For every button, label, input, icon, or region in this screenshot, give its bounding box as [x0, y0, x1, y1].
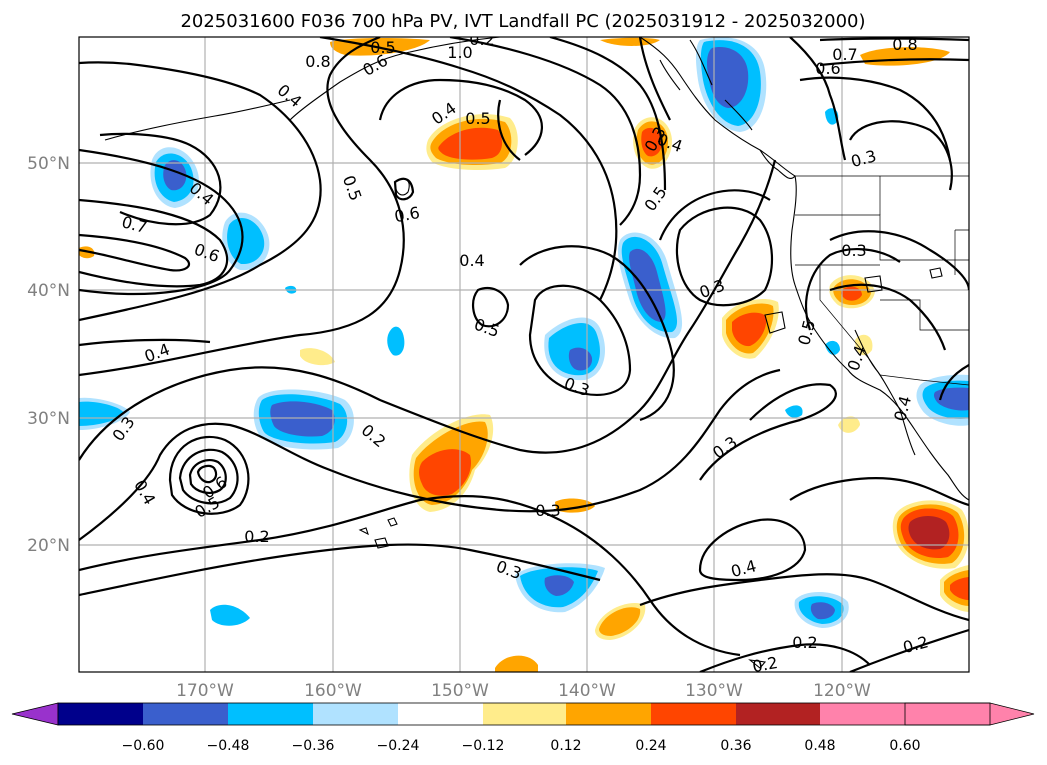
contour-label: 0.5: [465, 109, 490, 128]
lon-label: 170°W: [176, 681, 234, 701]
colorbar-segment: [228, 703, 313, 725]
colorbar-segment: [58, 703, 143, 725]
lat-label: 30°N: [27, 409, 70, 429]
negative-anomaly-blob: [253, 389, 354, 450]
contour-label: 0.5: [370, 38, 395, 57]
lat-label: 40°N: [27, 281, 70, 301]
colorbar-tick-label: −0.60: [122, 738, 165, 754]
lon-label: 130°W: [685, 681, 743, 701]
negative-anomaly-blob: [785, 405, 803, 418]
lon-label: 120°W: [813, 681, 871, 701]
contour-label: 0.2: [751, 653, 779, 676]
coastlines: [104, 37, 969, 669]
map-frame: [78, 36, 970, 673]
colorbar-segment: [736, 703, 820, 725]
contour-label: 1.0: [447, 43, 472, 62]
colorbar-extend-high: [904, 702, 1035, 726]
negative-anomaly-blob: [916, 374, 969, 426]
contour-label: 0.2: [244, 527, 269, 546]
lat-label: 50°N: [27, 154, 70, 174]
negative-anomaly-blob: [617, 232, 683, 339]
pv-shading: [79, 37, 969, 672]
positive-anomaly-blob: [495, 655, 538, 672]
contour-label: 0.4: [459, 251, 484, 270]
latitude-labels: 50°N 40°N 30°N 20°N: [27, 154, 70, 556]
colorbar-tick-label: 0.12: [550, 738, 581, 754]
contour-label: 0.3: [535, 501, 560, 520]
contour-label: 0.2: [792, 633, 817, 652]
contour-label: 0.7: [832, 45, 857, 64]
positive-anomaly-blob: [940, 565, 969, 612]
negative-anomaly-blob: [825, 340, 840, 355]
lon-label: 150°W: [431, 681, 489, 701]
contour-label: 0.6: [393, 203, 421, 226]
contour-label: 0.6: [815, 59, 840, 78]
colorbar-segment: [820, 703, 905, 725]
map-area: 0.8 1.0 0.2 0.6 0.4 0.5 0.7 0.8 0.6 0.3 …: [79, 30, 969, 676]
colorbar-tick-label: 0.60: [889, 738, 920, 754]
negative-anomaly-blob: [387, 326, 405, 356]
figure-title: 2025031600 F036 700 hPa PV, IVT Landfall…: [180, 11, 865, 32]
negative-anomaly-blob: [210, 604, 250, 626]
colorbar-segment: [566, 703, 651, 725]
colorbar-tick-label: 0.36: [720, 738, 751, 754]
political-borders: [795, 175, 969, 386]
longitude-labels: 170°W 160°W 150°W 140°W 130°W 120°W: [176, 681, 871, 701]
colorbar-segment: [398, 703, 483, 725]
colorbar-tick-label: −0.36: [292, 738, 335, 754]
negative-anomaly-blob: [222, 212, 270, 271]
pv-contours: [79, 37, 969, 672]
colorbar: −0.60 −0.48 −0.36 −0.24 −0.12 0.12 0.24 …: [11, 702, 1035, 754]
colorbar-tick-label: 0.48: [804, 738, 835, 754]
contour-label: 0.2: [469, 30, 494, 49]
positive-anomaly-blob: [892, 500, 969, 569]
colorbar-tick-label: −0.24: [377, 738, 420, 754]
positive-anomaly-blob: [595, 602, 646, 640]
contour-label: 0.8: [892, 35, 917, 54]
negative-anomaly-blob: [794, 591, 849, 628]
colorbar-segment: [313, 703, 398, 725]
colorbar-extend-low: [11, 702, 59, 726]
positive-anomaly-blob: [838, 416, 860, 433]
colorbar-tick-label: 0.24: [635, 738, 666, 754]
colorbar-tick-labels: −0.60 −0.48 −0.36 −0.24 −0.12 0.12 0.24 …: [122, 738, 921, 754]
lon-label: 160°W: [304, 681, 362, 701]
colorbar-segment: [143, 703, 228, 725]
contour-label: 0.8: [305, 52, 330, 71]
positive-anomaly-blob: [722, 298, 779, 359]
colorbar-tick-label: −0.12: [462, 738, 505, 754]
lat-label: 20°N: [27, 536, 70, 556]
colorbar-segment: [651, 703, 736, 725]
positive-anomaly-blob: [409, 414, 494, 512]
positive-anomaly-blob: [426, 114, 518, 170]
colorbar-tick-label: −0.48: [207, 738, 250, 754]
lon-label: 140°W: [558, 681, 616, 701]
contour-label: 0.3: [841, 241, 866, 260]
colorbar-segment: [483, 703, 566, 725]
positive-anomaly-blob: [300, 348, 335, 366]
